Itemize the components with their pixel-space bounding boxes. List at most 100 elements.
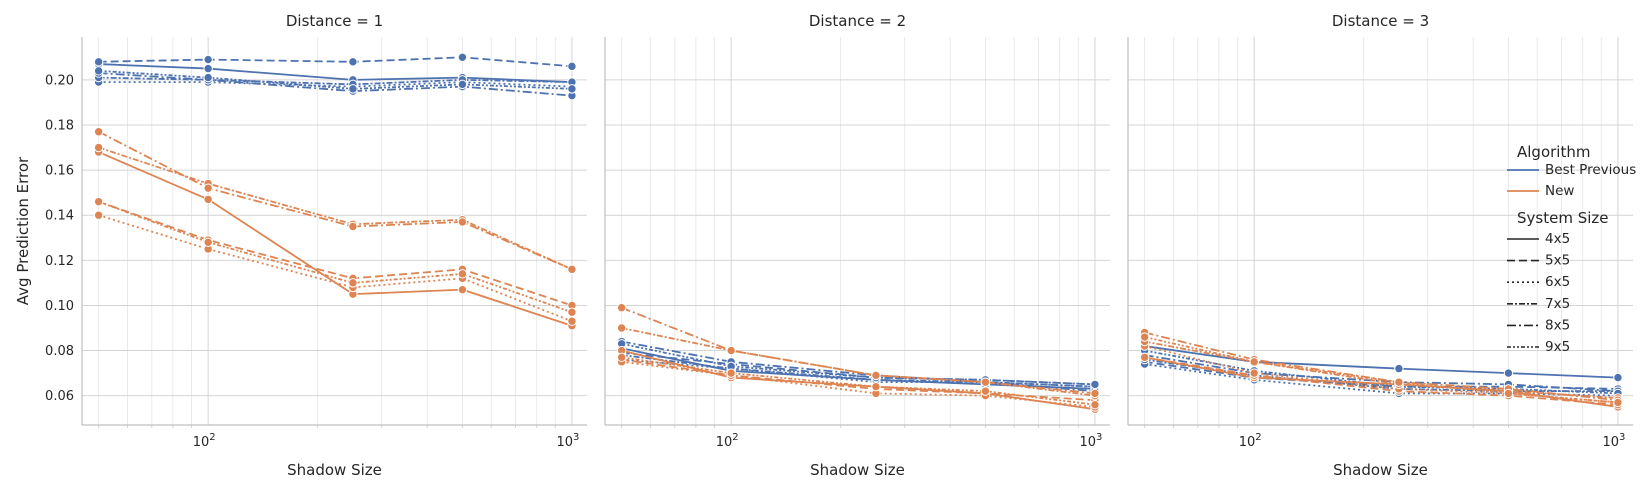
x-axis-label: Shadow Size <box>810 461 905 479</box>
x-tick-label: 103 <box>556 432 579 450</box>
series-line <box>98 146 573 271</box>
data-point <box>1249 357 1259 367</box>
data-point <box>203 237 213 247</box>
series-new-4x5 <box>616 345 1100 414</box>
data-point <box>1139 332 1150 342</box>
legend-entry: Best Previous <box>1545 162 1636 178</box>
series-line <box>98 72 573 97</box>
data-point <box>93 57 104 67</box>
data-point <box>93 66 104 76</box>
x-tick-label: 103 <box>1602 432 1625 450</box>
data-point <box>616 323 627 333</box>
series-new-7x5 <box>93 142 577 275</box>
data-point <box>567 316 577 326</box>
data-point <box>871 370 881 381</box>
series-line <box>1144 345 1619 404</box>
data-point <box>93 210 104 220</box>
data-point <box>726 368 736 378</box>
data-point <box>203 183 213 193</box>
x-tick-label: 102 <box>1239 432 1262 450</box>
data-point <box>348 57 358 67</box>
data-point <box>616 352 627 363</box>
data-point <box>1090 388 1100 399</box>
legend-entry: 7x5 <box>1545 296 1570 312</box>
series-best-previous-5x5 <box>93 52 577 72</box>
data-point <box>980 386 991 396</box>
series-best-previous-4x5 <box>93 59 577 87</box>
data-point <box>567 264 577 275</box>
series-best-previous-8x5 <box>1139 350 1623 396</box>
x-tick-label: 102 <box>716 432 739 450</box>
data-point <box>567 84 577 94</box>
data-point <box>348 84 358 94</box>
data-point <box>1613 372 1623 383</box>
data-point <box>93 127 104 137</box>
series-new-5x5 <box>93 196 577 311</box>
data-point <box>203 63 213 74</box>
legend-entry: 9x5 <box>1545 339 1570 355</box>
data-point <box>348 221 358 232</box>
series-line <box>98 130 573 271</box>
data-point <box>348 278 358 288</box>
series-new-8x5 <box>616 302 1100 399</box>
legend-entry: 8x5 <box>1545 317 1570 333</box>
data-point <box>567 307 577 317</box>
legend-entry: 5x5 <box>1545 253 1570 269</box>
series-line <box>98 81 572 88</box>
series-new-9x5 <box>93 196 577 317</box>
data-point <box>1613 397 1623 408</box>
data-point <box>203 72 213 83</box>
series-new-6x5 <box>93 210 577 326</box>
legend-title-system-size: System Size <box>1517 209 1609 227</box>
data-point <box>616 302 627 313</box>
data-point <box>567 61 577 72</box>
panel-3: Distance = 3 102 103 Shadow Size <box>1127 12 1633 479</box>
data-point <box>1503 368 1514 378</box>
data-point <box>457 217 468 227</box>
series-line <box>1144 354 1618 393</box>
x-tick-label: 103 <box>1079 432 1102 450</box>
series-new-9x5 <box>616 352 1100 410</box>
x-tick-label: 102 <box>193 432 216 450</box>
y-tick-label: 0.18 <box>45 118 74 133</box>
data-point <box>93 142 104 153</box>
x-axis-label: Shadow Size <box>1333 461 1428 479</box>
data-point <box>203 54 213 65</box>
y-tick-label: 0.08 <box>45 344 74 359</box>
y-tick-label: 0.10 <box>45 299 74 314</box>
series-line <box>98 200 573 314</box>
panel-title: Distance = 2 <box>809 12 906 30</box>
series-line <box>621 356 1096 406</box>
data-point <box>1503 388 1514 399</box>
data-point <box>203 194 213 205</box>
data-point <box>457 52 468 63</box>
data-point <box>1139 352 1150 363</box>
data-point <box>871 381 881 392</box>
data-point <box>1249 368 1259 378</box>
series-line <box>98 151 573 327</box>
y-axis-label: Avg Prediction Error <box>14 156 32 305</box>
panel-title: Distance = 3 <box>1332 12 1429 30</box>
data-point <box>457 284 468 295</box>
legend-entry: 6x5 <box>1545 274 1570 290</box>
series-line <box>98 56 573 68</box>
panel-2: Distance = 2 102 103 Shadow Size <box>604 12 1110 479</box>
series-line <box>621 349 1096 411</box>
series-new-9x5 <box>1139 332 1623 408</box>
y-tick-label: 0.06 <box>45 389 74 404</box>
data-point <box>1394 377 1404 387</box>
series-line <box>621 306 1096 395</box>
series-line <box>98 200 573 307</box>
series-new-8x5 <box>93 127 577 275</box>
data-point <box>1394 363 1404 374</box>
series-line <box>621 340 1096 393</box>
data-point <box>726 345 736 356</box>
legend-entry: 4x5 <box>1545 231 1570 247</box>
series-line <box>1144 349 1618 395</box>
data-point <box>1090 379 1100 390</box>
series-line <box>98 214 573 323</box>
x-axis-label: Shadow Size <box>287 461 382 479</box>
series-line <box>621 342 1095 386</box>
